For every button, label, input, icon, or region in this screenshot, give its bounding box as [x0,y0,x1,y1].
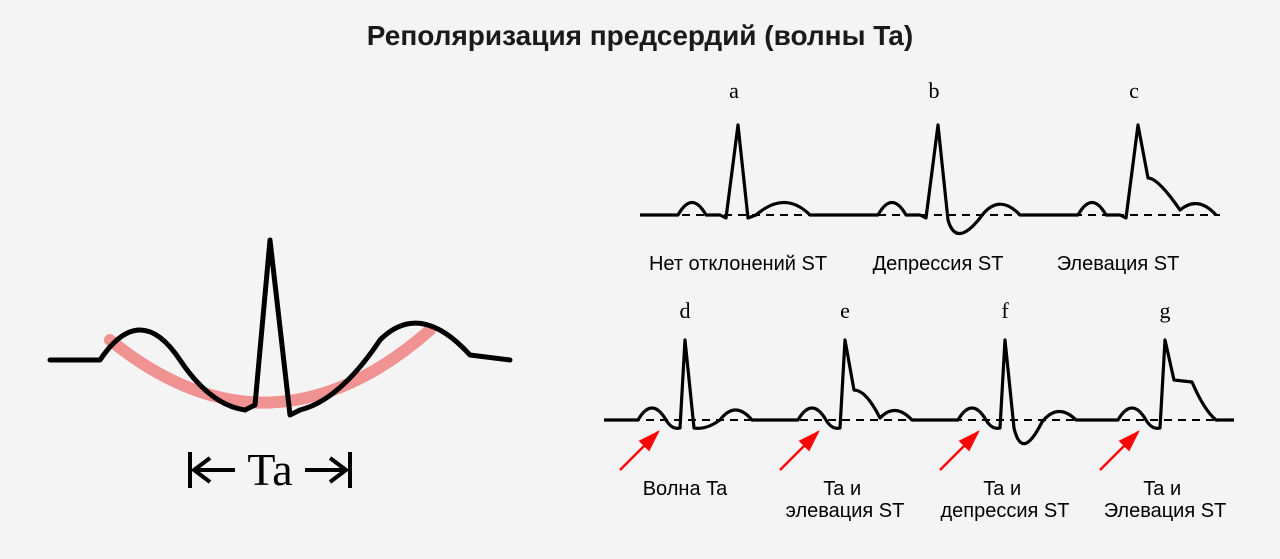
beat-a [640,125,835,218]
letter-g: g [1160,298,1171,323]
letter-b: b [929,78,940,103]
left-waveform [50,240,510,415]
arrow-f [940,432,978,470]
caption-g: Ta и Элевация ST [1104,478,1227,522]
beat-d [604,340,764,428]
page: Реполяризация предсердий (волны Ta) Ta [0,0,1280,559]
right-diagram: a b c Нет отклонений ST Депрессия ST Эле… [580,70,1260,540]
caption-c: Элевация ST [1057,253,1180,275]
letter-c: c [1129,78,1139,103]
beat-c [1035,125,1216,218]
page-title: Реполяризация предсердий (волны Ta) [0,20,1280,52]
letter-d: d [680,298,691,323]
left-diagram: Ta [40,130,520,510]
letter-e: e [840,298,850,323]
ta-label: Ta [247,444,292,495]
letter-f: f [1001,298,1009,323]
letter-a: a [729,78,739,103]
beat-b [835,125,1035,234]
beat-f [924,340,1084,444]
arrow-d [620,432,658,470]
beat-e [764,340,924,428]
caption-a: Нет отклонений ST [649,253,827,275]
caption-d: Волна Ta [643,478,728,500]
arrow-g [1100,432,1138,470]
arrow-e [780,432,818,470]
beat-g [1084,340,1234,428]
caption-b: Депрессия ST [873,253,1004,275]
caption-e: Ta и элевация ST [786,478,905,522]
caption-f: Ta и депрессия ST [941,478,1070,522]
